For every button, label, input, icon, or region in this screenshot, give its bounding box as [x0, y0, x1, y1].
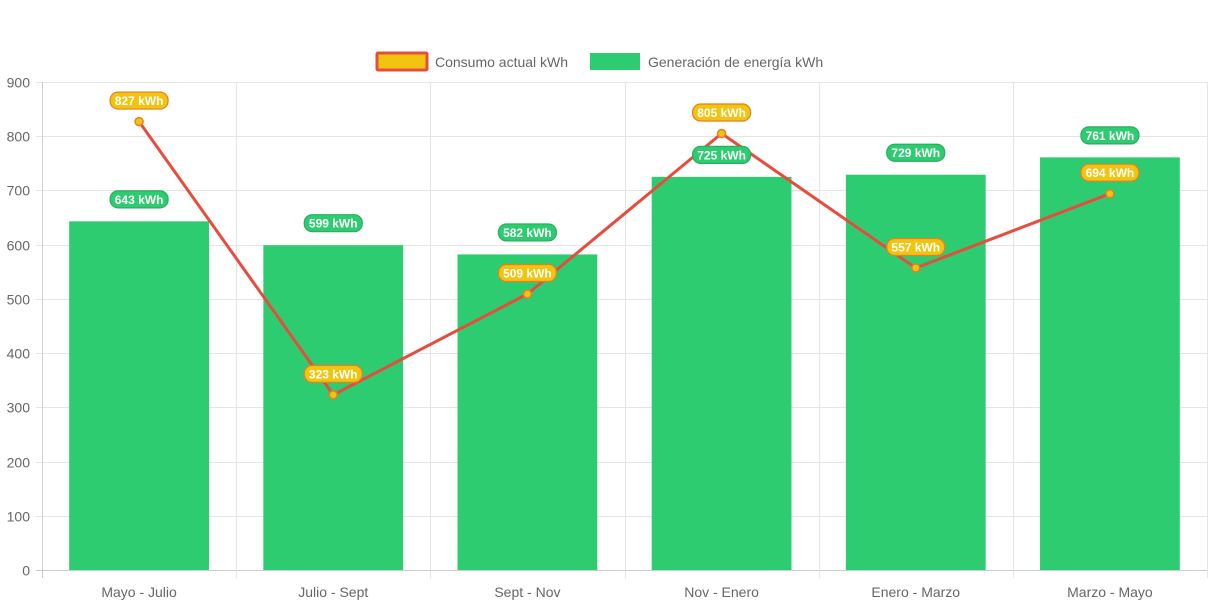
data-label-generacion-bg [1080, 126, 1140, 145]
data-label-consumo: 323 kWh [303, 364, 363, 383]
legend: Consumo actual kWh Generación de energía… [375, 51, 823, 72]
data-label-consumo-bg [691, 103, 752, 122]
data-label-generacion: 643 kWh [109, 190, 169, 209]
legend-label-generacion: Generación de energía kWh [648, 54, 823, 70]
y-tick-label: 900 [7, 75, 31, 91]
data-label-generacion-bg [497, 223, 558, 242]
y-tick-label: 700 [7, 183, 31, 199]
data-label-consumo-bg [886, 237, 946, 257]
point-consumo[interactable] [1105, 188, 1115, 199]
data-label-consumo-text: 827 kWh [115, 94, 164, 108]
data-label-generacion-text: 761 kWh [1086, 129, 1135, 143]
data-label-generacion: 582 kWh [497, 223, 558, 242]
data-label-layer: 643 kWh 599 kWh 582 kWh 725 kWh 729 kWh 761 k… [109, 91, 1140, 383]
data-label-generacion-text: 643 kWh [115, 193, 164, 207]
x-tick-label: Mayo - Julio [101, 584, 177, 600]
data-label-consumo: 694 kWh [1080, 163, 1140, 182]
point-consumo[interactable] [911, 263, 921, 273]
legend-swatch-consumo [375, 51, 429, 72]
data-label-generacion-text: 729 kWh [891, 146, 940, 160]
data-label-consumo-text: 509 kWh [503, 267, 552, 281]
data-label-generacion-bg [303, 214, 363, 233]
bar-generacion[interactable] [651, 176, 792, 570]
point-consumo[interactable] [328, 390, 338, 400]
data-label-consumo-text: 805 kWh [697, 106, 746, 120]
y-tick-label: 0 [22, 563, 30, 579]
grid-layer [36, 82, 1208, 578]
y-tick-label: 500 [7, 292, 31, 308]
data-label-consumo-text: 557 kWh [891, 240, 940, 254]
y-tick-label: 100 [7, 509, 31, 525]
legend-item-consumo[interactable]: Consumo actual kWh [375, 51, 568, 72]
data-label-consumo-text: 323 kWh [309, 367, 358, 381]
data-label-consumo: 557 kWh [886, 237, 946, 257]
data-label-generacion-bg [886, 143, 946, 162]
data-label-generacion-text: 599 kWh [309, 217, 358, 231]
data-label-consumo-text: 694 kWh [1086, 166, 1135, 180]
legend-swatch-generacion [590, 53, 640, 70]
data-label-generacion: 725 kWh [691, 145, 752, 164]
x-tick-label: Enero - Marzo [871, 584, 960, 600]
data-label-generacion: 729 kWh [886, 143, 946, 162]
data-label-consumo-bg [497, 263, 558, 283]
x-tick-label: Julio - Sept [298, 584, 368, 600]
y-tick-label: 400 [7, 346, 31, 362]
x-tick-label: Nov - Enero [684, 584, 759, 600]
data-label-generacion-text: 725 kWh [697, 148, 746, 162]
data-label-consumo: 509 kWh [497, 263, 558, 283]
bar-generacion[interactable] [457, 254, 598, 570]
line-consumo[interactable] [137, 120, 1111, 397]
data-label-generacion-bg [691, 145, 752, 164]
data-label-consumo: 805 kWh [691, 103, 752, 122]
bar-series-layer [69, 157, 1180, 570]
data-label-consumo-bg [303, 364, 363, 383]
axis-layer: 0 100 200 300 400 500 600 700 800 900 Mayo - Julio… [7, 75, 1153, 601]
bar-generacion[interactable] [263, 245, 404, 570]
data-label-consumo-bg [1080, 163, 1140, 182]
x-tick-label: Sept - Nov [494, 584, 560, 600]
y-tick-label: 800 [7, 129, 31, 145]
line-series-layer [134, 116, 1115, 400]
legend-label-consumo: Consumo actual kWh [435, 54, 568, 70]
bar-generacion[interactable] [69, 221, 209, 570]
data-label-generacion: 761 kWh [1080, 126, 1140, 145]
data-label-generacion-bg [109, 190, 169, 209]
y-tick-label: 600 [7, 238, 31, 254]
data-label-consumo: 827 kWh [109, 91, 169, 110]
y-tick-label: 200 [7, 455, 31, 471]
data-label-consumo-bg [109, 91, 169, 110]
y-tick-label: 300 [7, 400, 31, 416]
legend-item-generacion[interactable]: Generación de energía kWh [590, 53, 823, 70]
data-label-generacion: 599 kWh [303, 214, 363, 233]
data-label-generacion-text: 582 kWh [503, 226, 552, 240]
bar-generacion[interactable] [1040, 157, 1180, 570]
point-consumo[interactable] [134, 116, 144, 127]
x-tick-label: Marzo - Mayo [1067, 584, 1153, 600]
point-consumo[interactable] [716, 128, 727, 139]
point-consumo[interactable] [522, 289, 533, 299]
